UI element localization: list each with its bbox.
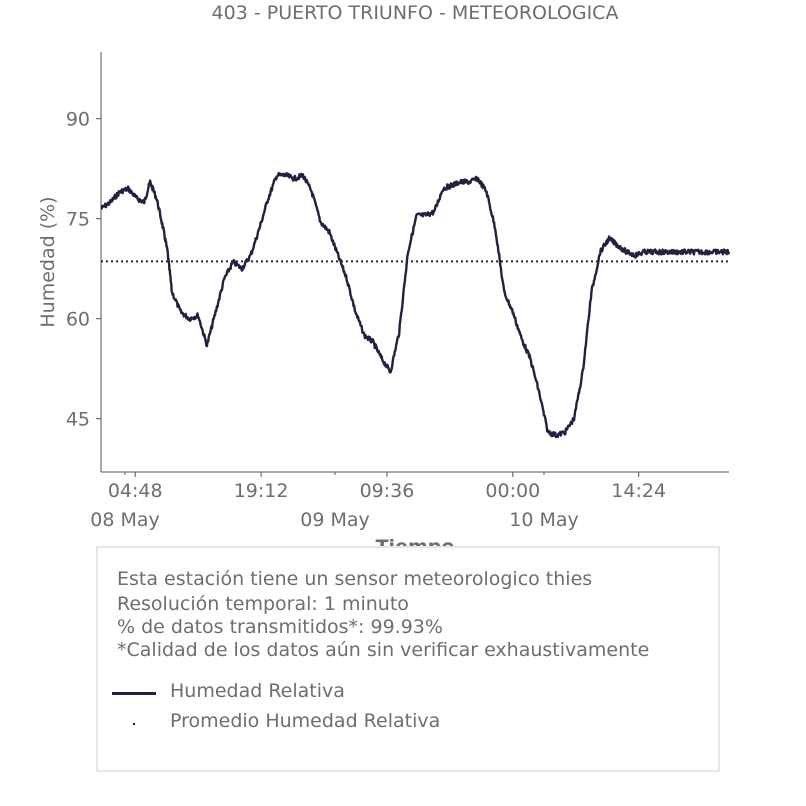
legend-label-humidity: Humedad Relativa <box>170 680 345 702</box>
info-line-resolution: Resolución temporal: 1 minuto <box>117 593 409 615</box>
y-ticks: 45 60 75 90 <box>66 109 101 431</box>
x-tick-date-label: 09 May <box>300 509 370 531</box>
legend-dot-icon <box>133 723 135 725</box>
x-ticks: 04:48 19:12 09:36 00:00 14:24 08 May 09 May 10 … <box>90 472 666 531</box>
y-tick-label: 45 <box>66 409 90 431</box>
y-axis-label: Humedad (%) <box>37 196 59 327</box>
info-box: Esta estación tiene un sensor meteorolog… <box>96 546 720 772</box>
x-tick-time-label: 00:00 <box>485 480 540 502</box>
x-tick-date-label: 10 May <box>509 509 579 531</box>
info-line-transmitted: % de datos transmitidos*: 99.93% <box>117 616 443 638</box>
y-tick-label: 90 <box>66 109 90 131</box>
info-line-sensor: Esta estación tiene un sensor meteorolog… <box>117 568 593 590</box>
x-tick-date-label: 08 May <box>90 509 160 531</box>
y-tick-label: 60 <box>66 309 90 331</box>
legend-solid-line-icon <box>112 692 156 695</box>
y-tick-label: 75 <box>66 209 90 231</box>
x-tick-time-label: 04:48 <box>108 480 163 502</box>
chart-title: 403 - PUERTO TRIUNFO - METEOROLOGICA <box>211 2 619 24</box>
x-tick-time-label: 09:36 <box>360 480 415 502</box>
humidity-series-line <box>100 171 731 439</box>
info-line-quality: *Calidad de los datos aún sin verificar … <box>117 639 650 661</box>
x-tick-time-label: 14:24 <box>611 480 666 502</box>
legend-label-mean: Promedio Humedad Relativa <box>170 710 441 732</box>
x-tick-time-label: 19:12 <box>234 480 289 502</box>
